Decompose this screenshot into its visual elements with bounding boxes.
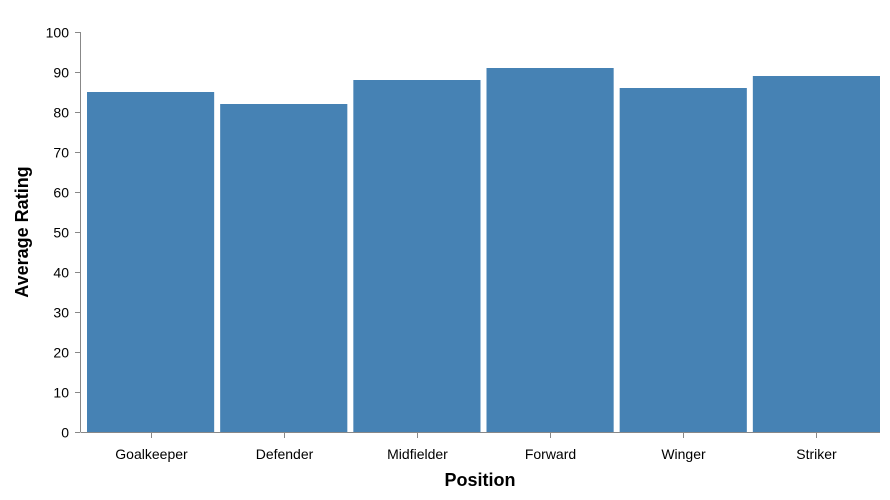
y-tick-label: 20: [53, 345, 69, 361]
y-tick-label: 0: [61, 425, 69, 441]
x-tick-label: Defender: [256, 446, 314, 462]
y-tick-label: 70: [53, 145, 69, 161]
bars: [87, 68, 880, 432]
x-tick-label: Forward: [525, 446, 576, 462]
y-axis: 0 10 20 30 40 50 60 70 80 90 100: [46, 25, 81, 441]
bar-striker: [752, 76, 880, 432]
bar-winger: [619, 88, 747, 432]
bar-midfielder: [353, 80, 481, 432]
x-axis: Goalkeeper Defender Midfielder Forward Winge…: [81, 432, 880, 462]
y-tick-label: 90: [53, 65, 69, 81]
x-tick-label: Goalkeeper: [115, 446, 188, 462]
bar-forward: [486, 68, 614, 432]
y-tick-label: 10: [53, 385, 69, 401]
bar-defender: [220, 104, 348, 432]
y-tick-label: 40: [53, 265, 69, 281]
y-tick-label: 30: [53, 305, 69, 321]
x-tick-label: Midfielder: [387, 446, 448, 462]
bar-goalkeeper: [87, 92, 215, 432]
y-tick-label: 60: [53, 185, 69, 201]
y-tick-label: 100: [46, 25, 70, 41]
y-tick-label: 50: [53, 225, 69, 241]
x-axis-title: Position: [445, 470, 516, 490]
x-tick-label: Striker: [796, 446, 837, 462]
x-tick-label: Winger: [661, 446, 706, 462]
y-axis-title: Average Rating: [12, 166, 32, 297]
y-tick-label: 80: [53, 105, 69, 121]
